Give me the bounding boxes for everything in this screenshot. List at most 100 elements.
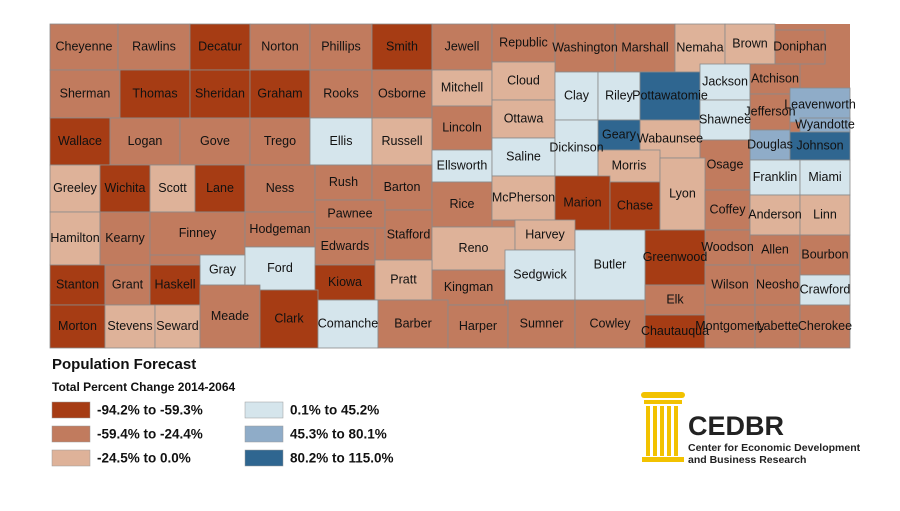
county-label: Wilson [711,277,749,291]
legend-subtitle: Total Percent Change 2014-2064 [52,380,236,394]
county-label: Scott [158,181,187,195]
county [317,299,379,349]
county [194,164,246,213]
logo-line: and Business Research [688,454,806,466]
county-label: Montgomery [695,319,765,333]
county-label: Neosho [756,277,799,291]
county-label: Rawlins [132,39,176,53]
county [109,117,181,166]
county-label: Kearny [105,231,145,245]
county-label: Republic [499,35,548,49]
county-label: Elk [666,292,684,306]
county [799,159,851,196]
county-label: Woodson [701,240,754,254]
county-label: Saline [506,149,541,163]
county-label: Rice [449,197,474,211]
county-label: Wichita [105,181,146,195]
county-label: Wyandotte [795,117,855,131]
county-label: Phillips [321,39,361,53]
county-label: Crawford [800,282,851,296]
county-label: Cowley [590,316,632,330]
county-label: Trego [264,134,296,148]
legend-swatch [244,425,284,443]
county-label: Brown [732,36,767,50]
county [699,63,751,101]
county [799,274,851,306]
county-label: Anderson [748,207,802,221]
county-label: Coffey [710,202,747,216]
county [189,23,251,71]
county [149,211,246,256]
county [371,69,433,119]
county-label: Haskell [155,277,196,291]
county-label: Sheridan [195,86,245,100]
legend-swatch [51,425,91,443]
county-label: Cheyenne [56,39,113,53]
county-label: Norton [261,39,299,53]
county-label: Cloud [507,73,540,87]
county-label: Ellsworth [437,158,488,172]
county-label: Miami [808,170,841,184]
county-label: Greenwood [643,250,708,264]
county [609,181,661,231]
county-label: Jewell [445,39,480,53]
county [704,304,756,349]
logo-line: Center for Economic Development [688,442,861,454]
county-label: Mitchell [441,80,483,94]
county [309,69,373,119]
county-label: Harvey [525,227,565,241]
county-label: Atchison [751,71,799,85]
county [199,284,261,349]
legend-swatch [244,401,284,419]
county-label: Meade [211,309,249,323]
county [49,164,101,213]
county [491,137,556,177]
county-label: Kiowa [328,275,362,289]
county [244,164,316,213]
county [554,119,599,177]
county [314,164,373,201]
county-label: Pottawatomie [632,88,708,102]
county-label: Pawnee [327,206,372,220]
county [149,164,196,213]
county-labels: Cheyenne Rawlins Decatur Norton Phillips Smit… [50,35,855,338]
county [491,175,556,221]
legend-swatch [51,401,91,419]
county-label: Douglas [747,137,793,151]
county-label: Ness [266,181,294,195]
county [49,23,119,71]
county-label: Ford [267,261,293,275]
county [789,131,851,161]
county [154,304,201,349]
county [249,69,311,119]
county-label: Lincoln [442,120,482,134]
county [49,211,101,266]
county [249,117,311,166]
county-label: Hodgeman [249,222,310,236]
county-label: Gray [209,262,237,276]
county-label: Shawnee [699,112,751,126]
county-label: Russell [382,134,423,148]
county-label: Riley [605,88,634,102]
county [774,29,826,65]
county-label: Ellis [330,134,353,148]
county [431,269,506,306]
county-label: Franklin [753,170,798,184]
county [314,227,376,266]
county-label: Allen [761,242,789,256]
county [789,87,851,123]
county [507,299,576,349]
county-label: Geary [602,127,637,141]
legend-label: 45.3% to 80.1% [290,427,387,442]
county-label: Kingman [444,280,493,294]
county [554,71,599,121]
county [149,264,201,306]
legend-label: 80.2% to 115.0% [290,451,394,466]
county-label: Bourbon [801,247,848,261]
county [749,234,801,266]
county [447,304,509,349]
county-label: Butler [594,257,627,271]
county-label: Dickinson [549,140,603,154]
county-label: Jackson [702,74,748,88]
county-label: Comanche [318,316,378,330]
